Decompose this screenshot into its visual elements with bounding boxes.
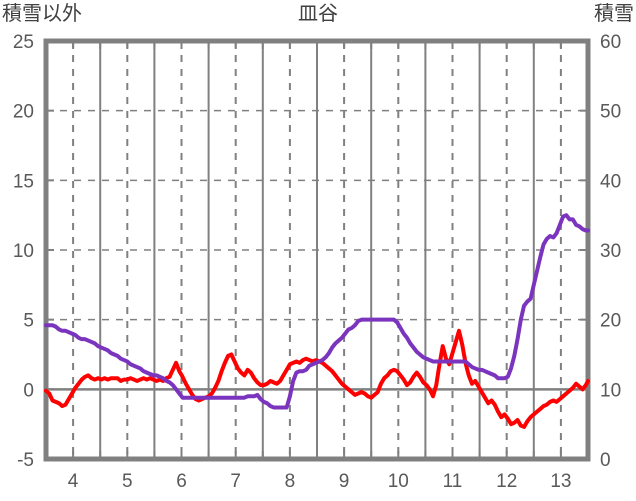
x-tick-label: 12 <box>496 471 517 492</box>
right-tick-label: 50 <box>600 102 621 123</box>
left-axis-title: 積雪以外 <box>2 3 82 25</box>
right-axis-tick-labels: 0 10 20 30 40 50 60 <box>600 32 621 471</box>
horizontal-gridlines <box>46 109 588 321</box>
x-tick-label: 4 <box>68 471 79 492</box>
x-tick-label: 8 <box>285 471 296 492</box>
data-series-group <box>44 213 590 429</box>
left-tick-label: -5 <box>17 450 34 471</box>
left-tick-label: 0 <box>23 380 34 401</box>
x-tick-label: 13 <box>550 471 571 492</box>
right-tick-label: 0 <box>600 450 611 471</box>
right-axis-title: 積雪 <box>594 3 634 25</box>
x-tick-label: 10 <box>388 471 409 492</box>
right-tick-label: 20 <box>600 311 621 332</box>
left-tick-label: 15 <box>13 171 34 192</box>
x-axis-tick-labels: 4 5 6 7 8 9 10 11 12 13 <box>68 471 572 492</box>
left-tick-label: 10 <box>13 241 34 262</box>
series-line-1 <box>44 213 590 410</box>
x-tick-label: 5 <box>122 471 133 492</box>
x-tick-label: 9 <box>339 471 350 492</box>
right-tick-label: 60 <box>600 32 621 53</box>
x-tick-label: 11 <box>443 471 463 492</box>
x-tick-label: 7 <box>230 471 241 492</box>
left-tick-label: 20 <box>13 102 34 123</box>
page-title: 皿谷 <box>298 3 338 25</box>
x-tick-label: 6 <box>176 471 187 492</box>
left-tick-label: 25 <box>13 32 34 53</box>
left-axis-tick-labels: -5 0 5 10 15 20 25 <box>13 32 34 471</box>
left-tick-label: 5 <box>23 311 34 332</box>
right-tick-label: 40 <box>600 171 621 192</box>
right-tick-label: 10 <box>600 380 621 401</box>
right-tick-label: 30 <box>600 241 621 262</box>
tick-marks <box>45 40 588 460</box>
